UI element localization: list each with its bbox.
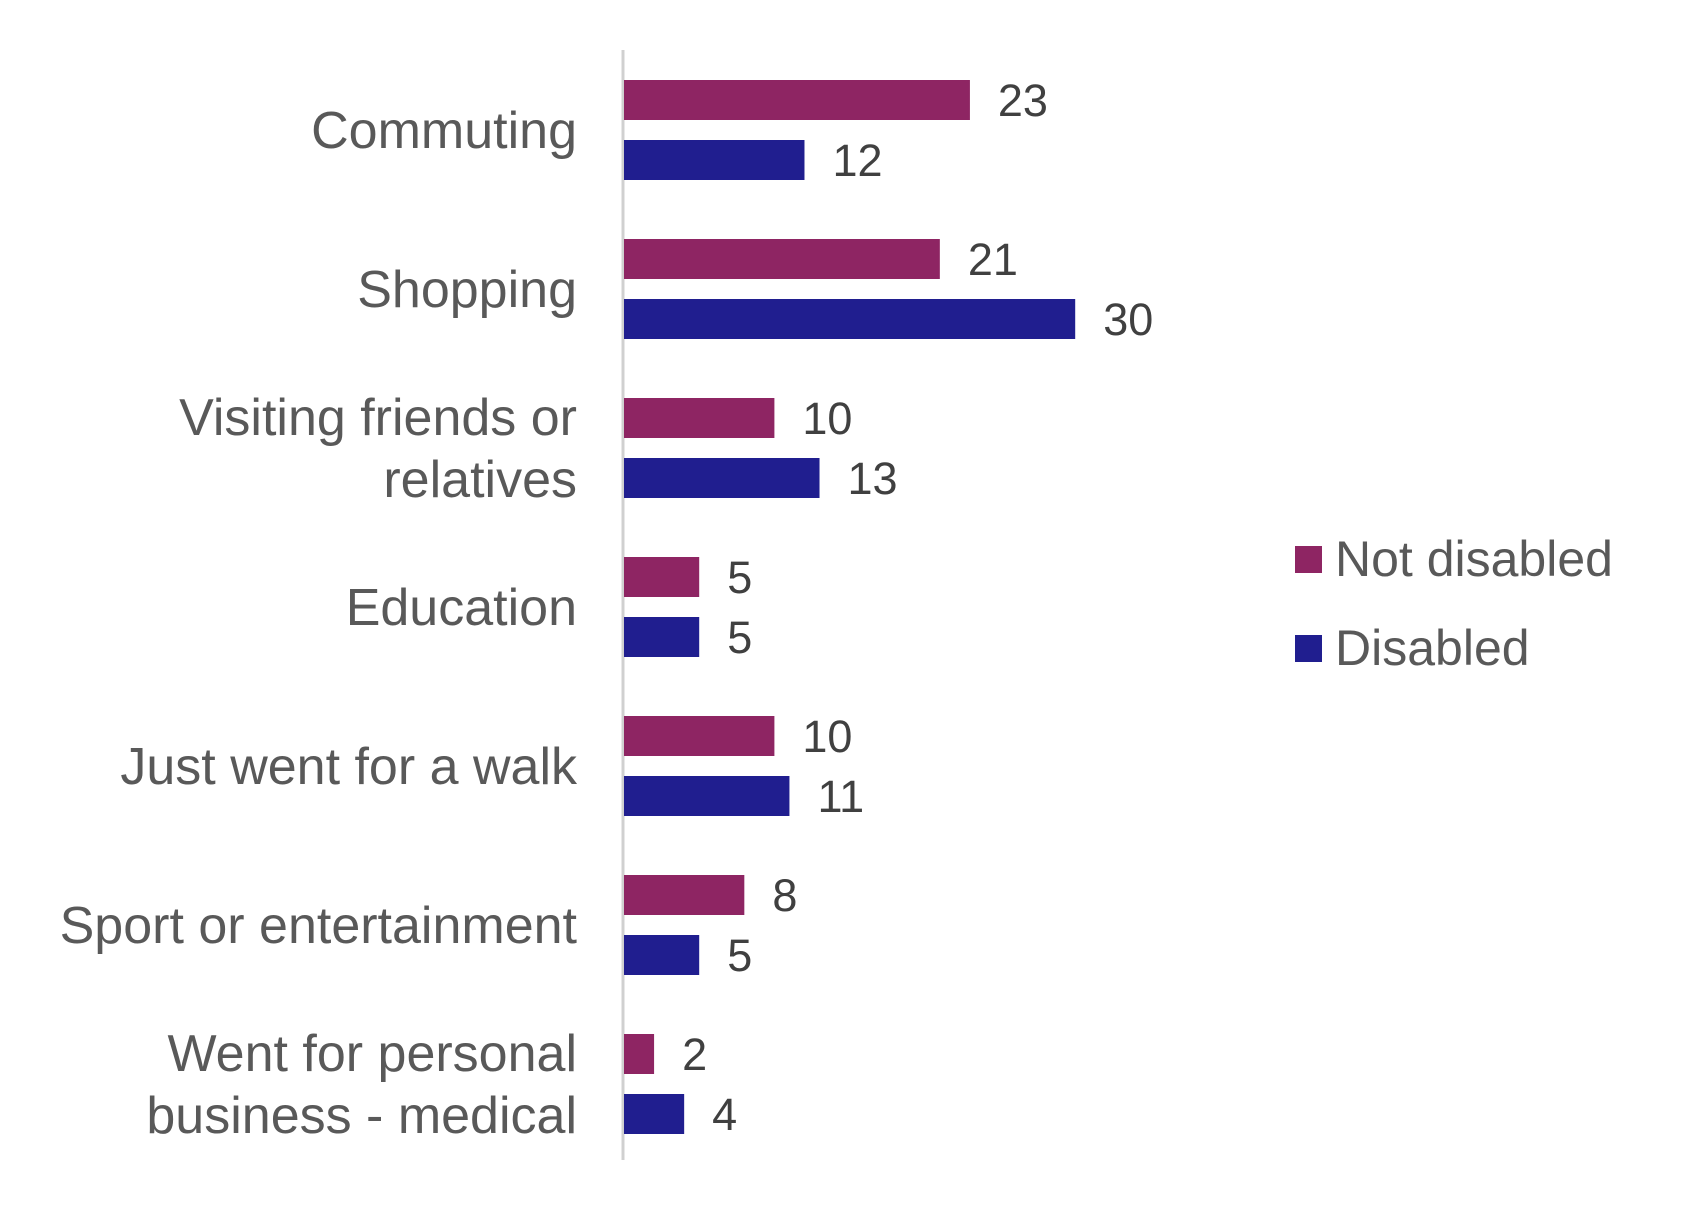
bar-disabled [624,140,805,180]
legend-label: Disabled [1335,620,1530,676]
legend-swatch [1295,635,1322,662]
bar-not-disabled [624,398,775,438]
data-label: 10 [802,393,852,444]
bar-not-disabled [624,80,970,120]
data-label: 23 [998,75,1048,126]
bar-disabled [624,458,820,498]
data-label: 5 [727,552,752,603]
bar-not-disabled [624,875,745,915]
data-label: 5 [727,612,752,663]
data-label: 13 [848,453,898,504]
data-label: 12 [832,135,882,186]
data-label: 8 [772,870,797,921]
bar-not-disabled [624,239,940,279]
data-label: 21 [968,234,1018,285]
data-label: 4 [712,1089,737,1140]
bar-disabled [624,617,700,657]
category-label: Visiting friends or relatives [179,389,577,509]
category-label: Went for personal business - medical [146,1025,577,1145]
bar-not-disabled [624,716,775,756]
category-label: Just went for a walk [120,738,578,796]
legend-swatch [1295,546,1322,573]
category-label: Sport or entertainment [60,897,578,955]
category-label: Commuting [311,102,577,160]
data-label: 30 [1103,294,1153,345]
bar-disabled [624,299,1076,339]
category-label: Education [346,579,577,637]
data-label: 5 [727,930,752,981]
data-label: 2 [682,1029,707,1080]
bar-disabled [624,935,700,975]
bar-not-disabled [624,1034,655,1074]
bar-disabled [624,776,790,816]
bar-not-disabled [624,557,700,597]
data-label: 10 [802,711,852,762]
data-label: 11 [817,771,864,822]
category-label: Shopping [357,261,577,319]
legend-label: Not disabled [1335,531,1613,587]
bar-disabled [624,1094,685,1134]
